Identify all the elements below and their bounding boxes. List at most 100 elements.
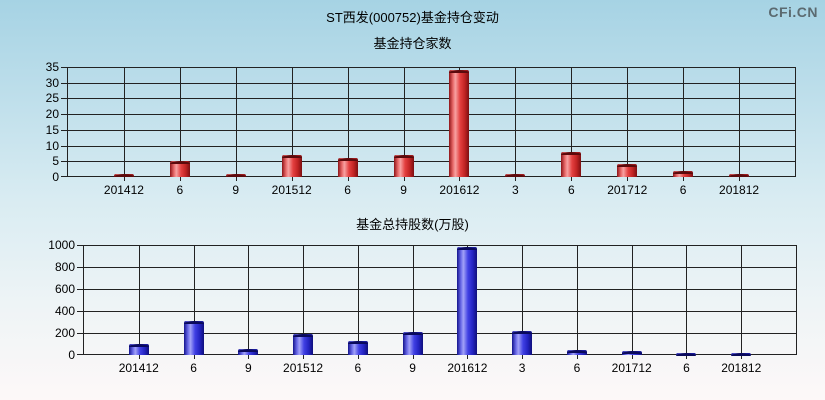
x-axis-tick [522,355,524,359]
x-axis-tick [459,177,461,181]
gridline-v [631,245,633,355]
bar-201512 [281,155,302,177]
x-axis-label: 9 [232,183,240,197]
gridline-v [627,67,629,177]
gridline-h [84,311,796,312]
x-axis-label: 9 [400,183,407,197]
gridline-h [68,82,795,84]
x-axis-tick [576,355,578,359]
bar-6 [337,158,358,177]
y-axis-tick [77,289,83,290]
y-axis-tick [77,267,83,268]
fund-total-shares-plot: 0 200 400 600 800 1000 201412 6 9 201512 6 9 201612 3… [48,239,797,374]
cfi-watermark-logo: CFi.CN [768,4,818,20]
x-axis-tick [138,355,140,359]
x-axis-tick [357,355,359,359]
x-axis-tick [627,177,629,181]
y-axis-label: 800 [54,260,75,274]
y-axis-tick [61,176,67,177]
bottom-chart-title: 基金总持股数(万股) [356,217,469,232]
bar-201412 [113,173,134,177]
y-axis-label: 35 [45,60,59,74]
x-axis-label: 201712 [607,183,648,197]
x-axis-label: 201812 [721,361,762,375]
gridline-v [515,67,517,177]
x-axis-tick [686,355,688,359]
x-axis-label: 6 [567,183,575,197]
x-axis-label: 6 [683,361,690,375]
y-axis-label: 20 [45,107,59,122]
bar-3 [512,330,533,355]
gridline-v [303,245,305,355]
y-axis-label: 400 [54,304,75,318]
gridline-v [291,67,293,177]
fund-holder-count-plot: 0 5 10 15 20 25 30 35 201412 6 9 201512 6 9 201612 3 6 20… [46,61,796,196]
gridline-v [412,245,414,355]
gridline-v [403,67,405,177]
bar-9 [238,348,259,355]
x-axis-tick [467,355,469,359]
y-axis-label: 5 [52,154,59,169]
y-axis-tick [77,245,83,246]
gridline-v [683,67,685,177]
gridline-h [68,145,795,147]
top-chart-title: 基金持仓家数 [373,36,452,51]
x-axis-tick [515,177,517,181]
gridline-v [179,67,181,177]
y-axis-tick [77,311,83,312]
x-axis-tick [739,177,741,181]
y-axis-tick [61,114,67,116]
y-axis-label: 30 [45,75,59,90]
x-axis-label: 9 [409,361,416,375]
x-axis-tick [683,177,685,181]
x-axis-label: 201812 [719,183,760,197]
bar-3 [505,173,526,177]
gridline-h [68,98,795,100]
gridline-v [522,245,524,355]
x-axis-label: 6 [354,361,362,375]
x-axis-label: 201412 [118,361,159,375]
gridline-h [68,176,795,177]
bar-6 [673,170,694,177]
x-axis-label: 3 [512,183,519,197]
bar-201612 [449,70,470,177]
gridline-v [347,67,349,177]
gridline-v [739,67,741,177]
x-axis-label: 201412 [103,183,144,197]
gridline-h [84,354,796,355]
x-axis-tick [412,355,414,359]
gridline-h [84,333,796,334]
y-axis-label: 0 [52,170,59,184]
x-axis-tick [631,355,633,359]
x-axis-tick [235,177,237,181]
bar-201612 [457,247,478,355]
gridline-v [576,245,578,355]
bar-6 [561,151,582,177]
bar-6 [676,352,697,357]
x-axis-tick [303,355,305,359]
gridline-v [235,67,237,177]
x-axis-tick [123,177,125,181]
x-axis-tick [347,177,349,181]
bar-201512 [293,333,314,355]
y-axis-tick [61,145,67,147]
gridline-v [193,245,195,355]
gridline-v [248,245,250,355]
x-axis-tick [193,355,195,359]
x-axis-label: 6 [679,183,687,197]
y-axis-tick [77,354,83,355]
y-axis-tick [61,161,67,163]
y-axis-tick [61,67,67,68]
bar-9 [393,155,414,177]
y-axis-label: 25 [45,91,59,106]
gridline-h [68,114,795,116]
y-axis-label: 0 [68,348,75,362]
x-axis-label: 6 [190,361,197,375]
x-axis-tick [248,355,250,359]
gridline-v [357,245,359,355]
x-axis-tick [741,355,743,359]
bar-201812 [731,353,752,356]
x-axis-tick [179,177,181,181]
bar-6 [169,161,190,177]
x-axis-label: 201612 [439,183,480,197]
